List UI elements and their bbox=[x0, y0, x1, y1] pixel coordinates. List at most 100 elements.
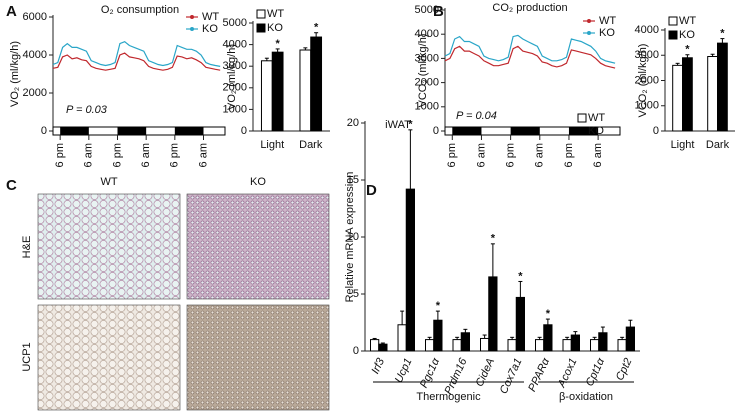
histology-image bbox=[37, 193, 181, 300]
legend-swatch bbox=[577, 113, 587, 123]
y-tick-label: 5 bbox=[353, 288, 359, 300]
x-tick-label: 6 pm bbox=[446, 143, 458, 167]
legend-label: WT bbox=[202, 11, 219, 23]
legend-label: KO bbox=[679, 29, 695, 41]
y-tick-label: 1000 bbox=[223, 103, 247, 115]
x-tick-label: Cox7a1 bbox=[498, 356, 525, 395]
x-tick-label: 6 am bbox=[83, 143, 95, 167]
y-tick-label: 2000 bbox=[23, 87, 47, 99]
bar bbox=[682, 57, 693, 132]
y-axis-label: Relative mRNA expression bbox=[344, 172, 356, 303]
dark-period bbox=[452, 127, 482, 135]
significance: * bbox=[314, 22, 319, 34]
y-tick-label: 0 bbox=[433, 125, 439, 137]
legend-label: KO bbox=[267, 22, 283, 34]
y-tick-label: 0 bbox=[241, 125, 247, 137]
x-tick-label: PPARα bbox=[526, 356, 552, 394]
significance: * bbox=[408, 119, 413, 131]
legend-label: KO bbox=[202, 23, 218, 35]
legend-marker bbox=[190, 27, 194, 31]
chart-title: O₂ consumption bbox=[101, 4, 179, 16]
legend-label: KO bbox=[599, 27, 615, 39]
histology-panel: C WT KO H&E UCP1 bbox=[6, 176, 266, 372]
bar bbox=[310, 36, 323, 132]
x-tick-label: Light bbox=[260, 139, 284, 151]
bar bbox=[405, 188, 415, 352]
group-label: Thermogenic bbox=[416, 391, 481, 403]
column-label: KO bbox=[250, 176, 266, 188]
y-tick-label: 6000 bbox=[23, 11, 47, 23]
x-tick-label: Cpt1α bbox=[584, 356, 608, 388]
y-axis-label: VO₂ (ml/kg/h) bbox=[9, 41, 21, 107]
legend-label: WT bbox=[599, 15, 616, 27]
y-axis-label: VCO₂ (ml/kg/h) bbox=[417, 34, 429, 108]
histology-image bbox=[186, 193, 330, 300]
histology-image bbox=[186, 304, 330, 411]
bar bbox=[598, 332, 608, 352]
bar bbox=[562, 339, 572, 352]
bar bbox=[672, 64, 684, 132]
bar bbox=[460, 332, 470, 352]
chart-title: iWAT bbox=[385, 119, 411, 131]
y-tick-label: 2000 bbox=[635, 74, 659, 86]
bar bbox=[370, 339, 380, 352]
x-tick-label: 6 pm bbox=[505, 143, 517, 167]
bar bbox=[543, 324, 553, 352]
y-tick-label: 4000 bbox=[223, 39, 247, 51]
panel-letter: D bbox=[366, 182, 377, 199]
x-tick-label: 6 am bbox=[592, 143, 604, 167]
series-line bbox=[52, 41, 221, 67]
legend-marker bbox=[190, 15, 194, 19]
bar bbox=[535, 339, 545, 352]
legend-swatch bbox=[668, 30, 678, 40]
significance: * bbox=[518, 270, 523, 282]
bar bbox=[590, 339, 600, 352]
legend-marker bbox=[587, 19, 591, 23]
x-tick-label: 6 pm bbox=[563, 143, 575, 167]
x-tick-label: 6 am bbox=[534, 143, 546, 167]
y-axis-label: VO₂ (ml/kg/h) bbox=[226, 44, 238, 110]
x-tick-label: CideA bbox=[474, 356, 498, 388]
bar bbox=[260, 60, 273, 132]
bar bbox=[425, 339, 435, 352]
bar bbox=[570, 334, 580, 352]
bar bbox=[271, 51, 284, 132]
panel-letter: C bbox=[6, 177, 17, 194]
bar bbox=[433, 319, 443, 352]
bar bbox=[488, 276, 498, 352]
dark-period bbox=[117, 127, 147, 135]
x-tick-label: Irf3 bbox=[370, 356, 388, 376]
legend-label: WT bbox=[679, 15, 696, 27]
series-line bbox=[444, 34, 616, 64]
y-tick-label: 2000 bbox=[223, 82, 247, 94]
row-label: H&E bbox=[21, 236, 33, 259]
bar bbox=[617, 339, 627, 352]
x-tick-label: Dark bbox=[299, 139, 323, 151]
panel-letter: A bbox=[6, 3, 17, 20]
x-tick-label: 6 am bbox=[140, 143, 152, 167]
y-tick-label: 0 bbox=[41, 125, 47, 137]
x-tick-label: Ucp1 bbox=[393, 356, 415, 384]
bar bbox=[707, 56, 719, 132]
x-tick-label: Pgc1α bbox=[418, 356, 442, 390]
significance: * bbox=[436, 300, 441, 312]
column-label: WT bbox=[100, 176, 117, 188]
bar bbox=[515, 296, 525, 352]
y-tick-label: 4000 bbox=[23, 49, 47, 61]
y-tick-label: 4000 bbox=[415, 28, 439, 40]
bar bbox=[625, 326, 635, 352]
y-tick-label: 2000 bbox=[415, 77, 439, 89]
y-tick-label: 1000 bbox=[635, 100, 659, 112]
dark-period bbox=[174, 127, 204, 135]
y-tick-label: 4000 bbox=[635, 24, 659, 36]
legend-label: KO bbox=[588, 125, 604, 137]
series-line bbox=[444, 45, 616, 69]
legend-marker bbox=[587, 31, 591, 35]
y-tick-label: 0 bbox=[653, 125, 659, 137]
legend-swatch bbox=[256, 23, 266, 33]
x-tick-label: Dark bbox=[706, 139, 730, 151]
y-tick-label: 20 bbox=[347, 117, 359, 129]
bar bbox=[480, 337, 490, 352]
chart-title: CO₂ production bbox=[492, 2, 567, 14]
